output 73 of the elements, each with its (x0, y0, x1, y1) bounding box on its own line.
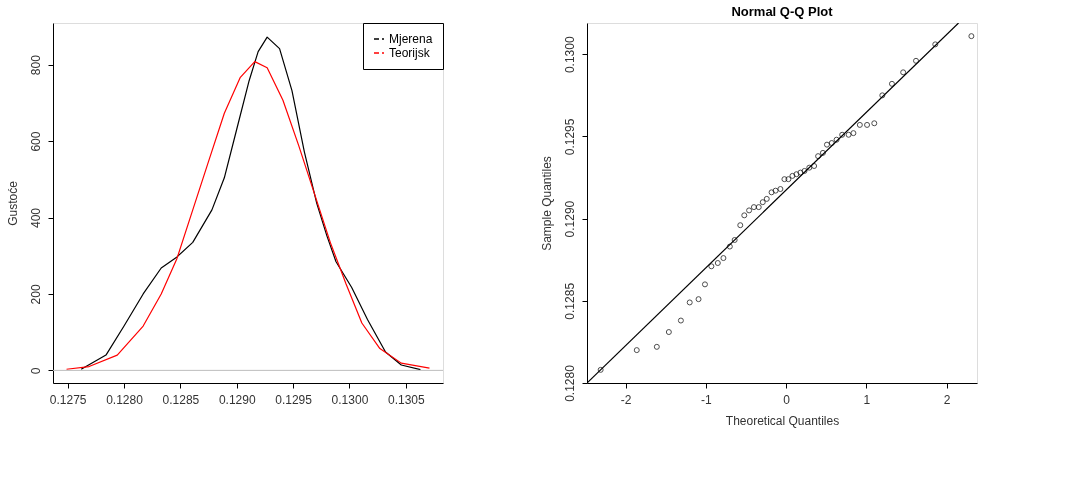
point (850, 130, 857, 137)
point (763, 195, 770, 202)
point (781, 176, 788, 183)
point (759, 199, 766, 206)
point (900, 69, 907, 76)
y-tick-label: 0.1300 (562, 36, 577, 74)
legend-label: Mjerena (389, 32, 433, 46)
x-tick-label: 0.1275 (49, 392, 87, 407)
x-tick-label: 0.1300 (331, 392, 369, 407)
point (801, 167, 808, 174)
point (811, 163, 818, 170)
x-tick-label: 0.1280 (106, 392, 144, 407)
point (871, 120, 878, 127)
x-tick-label: -1 (700, 392, 712, 407)
point (653, 343, 660, 350)
point (793, 171, 800, 178)
x-tick-label: 1 (863, 392, 871, 407)
point (864, 121, 871, 128)
point (701, 281, 708, 288)
x-tick-label: 0.1305 (387, 392, 425, 407)
y-axis-title: Sample Quantiles (539, 156, 554, 251)
point (806, 164, 813, 171)
y-tick-label: 800 (28, 54, 43, 76)
y-axis-title: Gustoće (5, 180, 20, 226)
point (720, 255, 727, 262)
chart-title: Normal Q-Q Plot (731, 4, 834, 19)
y-tick-label: 200 (28, 284, 43, 305)
x-tick-label: 2 (943, 392, 951, 407)
legend-label: Teorijsk (389, 46, 431, 60)
y-tick-label: 600 (28, 131, 43, 152)
point (823, 141, 830, 148)
point (772, 187, 779, 194)
point (731, 236, 738, 243)
x-tick-label: 0.1290 (218, 392, 256, 407)
point (746, 207, 753, 214)
point (968, 33, 975, 40)
point (845, 131, 852, 138)
point (932, 41, 939, 48)
point (777, 186, 784, 193)
x-tick-label: 0 (783, 392, 791, 407)
point (665, 329, 672, 336)
point (677, 317, 684, 324)
y-tick-label: 0.1290 (562, 200, 577, 238)
point (750, 204, 757, 211)
y-tick-label: 0 (28, 367, 43, 375)
point (768, 189, 775, 196)
point (839, 131, 846, 138)
point (879, 92, 886, 99)
point (695, 296, 702, 303)
point (913, 57, 920, 64)
point (789, 172, 796, 179)
x-tick-label: -2 (620, 392, 632, 407)
point (686, 299, 693, 306)
y-tick-label: 0.1285 (562, 282, 577, 320)
point (755, 204, 762, 211)
point (828, 140, 835, 146)
point (833, 136, 840, 143)
point (856, 121, 863, 128)
point (741, 212, 748, 219)
point (708, 263, 715, 270)
point (785, 176, 792, 183)
point (819, 149, 826, 156)
point (888, 80, 895, 87)
y-tick-label: 0.1295 (562, 118, 577, 156)
point (737, 222, 744, 229)
point (714, 260, 721, 266)
x-tick-label: 0.1295 (275, 392, 313, 407)
y-tick-label: 400 (28, 207, 43, 229)
x-tick-label: 0.1285 (162, 392, 200, 407)
point (726, 243, 733, 250)
point (633, 347, 640, 354)
x-axis-title: Theoretical Quantiles (725, 413, 840, 428)
point (597, 366, 604, 373)
